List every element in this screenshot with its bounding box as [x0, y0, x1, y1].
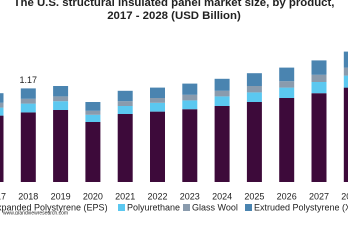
- x-tick-label: 2019: [51, 191, 71, 201]
- x-tick-label: 2027: [309, 191, 329, 201]
- bar-segment: [117, 101, 133, 106]
- bar-segment: [182, 94, 198, 101]
- bar-segment: [150, 87, 165, 98]
- bar-segment: [311, 74, 327, 82]
- bar-segment: [279, 67, 295, 82]
- bar-segment: [150, 98, 165, 103]
- x-tick-label: 2024: [212, 191, 232, 201]
- bar-segment: [343, 75, 348, 88]
- chart: 2017 2018 2019 2020 2021 2022 2023 2024 2025 2026…: [0, 51, 348, 215]
- bar-segment: [246, 86, 262, 93]
- bar-segment: [117, 114, 133, 182]
- bar-segment: [85, 114, 101, 122]
- bar-segment: [85, 102, 101, 111]
- bar-segment: [20, 112, 36, 182]
- bar-segment: [279, 98, 295, 182]
- bar-segment: [117, 106, 133, 114]
- bar-segment: [279, 81, 295, 88]
- x-tick-label: 2028: [341, 191, 348, 201]
- bar-segment: [150, 111, 165, 182]
- bar-segment: [20, 103, 36, 113]
- x-tick-label: 2017: [0, 191, 6, 201]
- bar-segment: [20, 88, 36, 99]
- bar-segment: [311, 93, 327, 182]
- x-tick-label: 2021: [115, 191, 135, 201]
- bar-segment: [246, 73, 262, 86]
- bar-segment: [85, 122, 101, 182]
- bar-segment: [214, 78, 230, 91]
- bar-segment: [343, 67, 348, 76]
- bar-segment: [343, 51, 348, 68]
- x-tick-label: 2018: [18, 191, 38, 201]
- bar-segment: [53, 110, 69, 182]
- bar-segment: [0, 93, 4, 103]
- bar-segment: [150, 102, 165, 112]
- bar-segment: [182, 100, 198, 110]
- x-tick-label: 2026: [277, 191, 297, 201]
- bar-segment: [311, 82, 327, 94]
- bar-segment: [117, 90, 133, 102]
- bar-segment: [53, 101, 69, 110]
- bar-segment: [214, 106, 230, 182]
- legend-swatch: [183, 204, 190, 211]
- bar-segment: [182, 83, 198, 95]
- bar-segment: [246, 92, 262, 102]
- bar-segment: [0, 107, 4, 116]
- bar-segment: [20, 98, 36, 104]
- x-tick-label: 2025: [244, 191, 264, 201]
- legend-label: Expanded Polystyrene (EPS): [0, 202, 108, 212]
- bar-segment: [343, 87, 348, 182]
- legend-label: Glass Wool: [192, 202, 238, 212]
- bar-segment: [214, 90, 230, 97]
- legend-swatch: [245, 204, 252, 211]
- x-tick-label: 2022: [147, 191, 167, 201]
- legend-swatch: [118, 204, 125, 211]
- bar-segment: [279, 87, 295, 98]
- bar-segment: [214, 96, 230, 106]
- page: 2017 2018 2019 2020 2021 2022 2023 2024 2025 2026…: [0, 0, 348, 215]
- bar-segment: [53, 96, 69, 102]
- legend-label: Extruded Polystyrene (XPS): [254, 202, 348, 212]
- chart-title: The U.S. structural insulated panel mark…: [13, 0, 335, 22]
- bar-segment: [182, 109, 198, 182]
- x-tick-label: 2020: [83, 191, 103, 201]
- x-tick-label: 2023: [180, 191, 200, 201]
- bar-segment: [53, 86, 69, 97]
- bar-segment: [0, 115, 4, 182]
- source: www.grandviewresearch.com: [3, 210, 68, 215]
- bar-segment: [246, 102, 262, 182]
- total-label: 1.17: [20, 75, 38, 85]
- bar-segment: [311, 60, 327, 75]
- legend-label: Polyurethane: [127, 202, 180, 212]
- bar-segment: [85, 110, 101, 115]
- bar-segment: [0, 102, 4, 108]
